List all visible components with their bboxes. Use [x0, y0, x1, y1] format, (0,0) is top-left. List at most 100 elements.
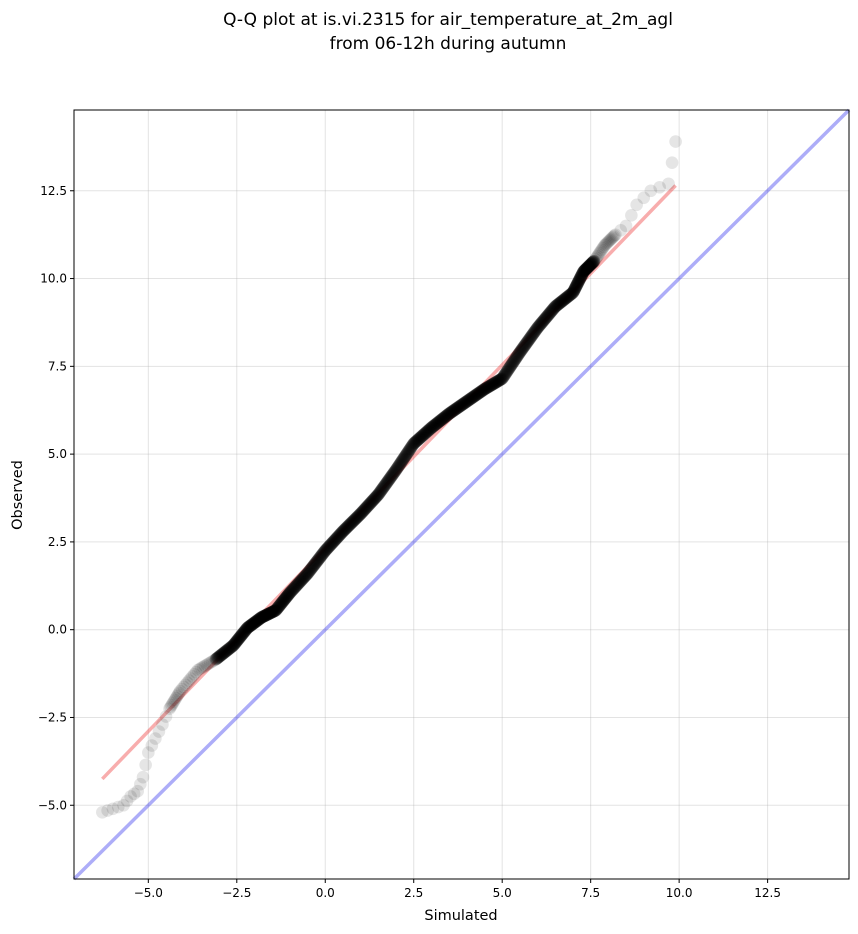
qq-point	[544, 305, 558, 319]
qq-point	[504, 360, 517, 373]
qq-point	[264, 606, 278, 620]
qq-point	[266, 605, 279, 619]
qq-point	[184, 672, 198, 685]
qq-point	[305, 562, 318, 575]
qq-point	[430, 417, 444, 430]
qq-point	[569, 279, 583, 293]
qq-point	[247, 616, 261, 630]
qq-point	[222, 642, 235, 656]
qq-point	[484, 378, 498, 392]
qq-point	[429, 417, 443, 431]
qq-point	[584, 257, 598, 271]
x-tick-label: 12.5	[754, 886, 781, 900]
qq-point	[367, 493, 380, 507]
qq-point	[386, 468, 399, 482]
qq-point	[356, 504, 370, 518]
qq-point	[399, 449, 412, 463]
qq-point	[307, 558, 321, 572]
qq-point	[474, 385, 488, 398]
qq-point	[256, 610, 270, 623]
qq-point	[362, 498, 376, 512]
qq-point	[453, 400, 466, 413]
qq-point	[538, 312, 551, 326]
qq-point	[438, 410, 452, 424]
qq-point	[219, 645, 233, 658]
qq-point	[579, 263, 592, 276]
qq-point	[468, 389, 481, 403]
qq-point	[353, 508, 367, 521]
qq-point	[264, 606, 277, 620]
qq-point	[226, 639, 240, 653]
qq-point	[359, 501, 373, 515]
qq-point	[481, 380, 495, 394]
qq-point	[358, 502, 372, 516]
qq-point	[220, 644, 234, 657]
qq-point	[572, 274, 586, 287]
qq-point	[525, 329, 539, 342]
qq-point	[292, 576, 306, 590]
qq-point	[350, 511, 363, 525]
qq-point	[271, 601, 284, 615]
qq-point	[472, 386, 486, 400]
qq-point	[403, 442, 417, 456]
qq-point	[342, 518, 356, 532]
qq-point	[408, 436, 421, 450]
qq-point	[552, 297, 566, 310]
qq-point	[422, 423, 436, 437]
qq-point	[228, 637, 241, 651]
qq-point	[463, 393, 477, 406]
qq-point	[230, 634, 244, 648]
qq-point	[564, 288, 577, 302]
qq-point	[561, 290, 574, 304]
qq-point	[644, 184, 658, 198]
qq-point	[543, 306, 557, 320]
qq-point	[350, 511, 364, 524]
qq-point	[324, 538, 338, 551]
qq-point	[417, 428, 430, 442]
qq-point	[224, 641, 238, 654]
qq-point	[570, 278, 584, 291]
qq-point	[234, 630, 247, 644]
qq-point	[417, 428, 431, 441]
qq-point	[574, 271, 587, 284]
qq-point	[564, 287, 578, 301]
qq-point	[317, 546, 330, 560]
identity-line	[72, 108, 851, 881]
qq-point	[282, 587, 296, 600]
qq-point	[139, 758, 152, 772]
qq-point	[214, 649, 227, 662]
qq-point	[583, 258, 597, 272]
qq-point	[101, 804, 114, 817]
qq-point	[377, 480, 391, 493]
qq-point	[416, 429, 430, 442]
qq-point	[272, 600, 285, 614]
qq-point	[506, 356, 519, 370]
qq-point	[284, 585, 298, 599]
qq-point	[244, 619, 257, 632]
qq-point	[334, 527, 348, 540]
qq-point	[283, 587, 296, 600]
qq-point	[496, 371, 510, 385]
qq-point	[472, 387, 485, 400]
qq-point	[354, 506, 368, 520]
qq-point	[259, 609, 272, 622]
qq-point	[461, 394, 475, 407]
qq-point	[352, 509, 366, 522]
qq-point	[418, 427, 432, 440]
qq-point	[460, 395, 473, 408]
qq-point	[233, 630, 247, 644]
qq-point	[238, 624, 252, 638]
qq-point	[237, 626, 251, 639]
qq-point	[353, 508, 367, 521]
qq-point	[458, 396, 472, 410]
qq-point	[585, 256, 599, 270]
qq-point	[444, 406, 458, 419]
qq-point	[225, 640, 238, 654]
qq-point	[587, 254, 601, 268]
qq-point	[549, 299, 563, 313]
qq-point	[605, 231, 619, 245]
qq-point	[487, 377, 501, 390]
qq-point	[353, 508, 366, 522]
qq-point	[397, 451, 411, 464]
qq-point	[231, 633, 245, 646]
